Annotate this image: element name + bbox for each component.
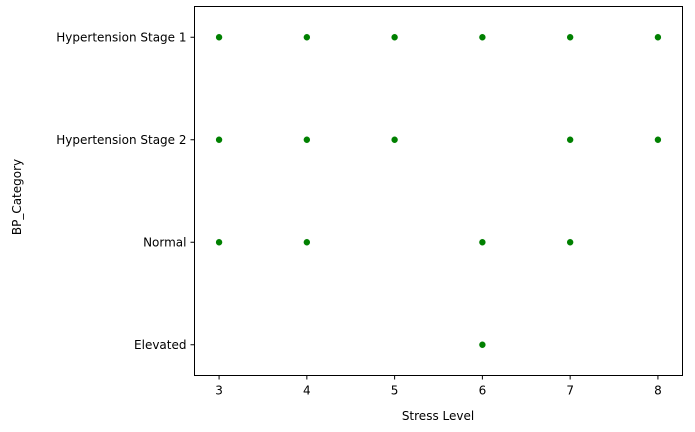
y-tick-label-hypertension-stage-2: Hypertension Stage 2 <box>56 133 186 147</box>
data-point-6-normal <box>478 238 487 247</box>
x-tick-label-5: 5 <box>391 384 399 398</box>
x-axis-label: Stress Level <box>402 409 474 423</box>
data-point-6-hypertension-stage-1 <box>478 33 487 42</box>
data-point-7-hypertension-stage-2 <box>566 135 574 144</box>
data-point-8-hypertension-stage-1 <box>654 33 662 42</box>
data-point-4-hypertension-stage-2 <box>303 135 311 144</box>
data-point-8-hypertension-stage-2 <box>654 135 662 144</box>
data-point-5-hypertension-stage-2 <box>390 135 399 144</box>
x-tick-label-8: 8 <box>654 384 662 398</box>
data-point-4-normal <box>303 238 311 247</box>
y-axis-label: BP_Category <box>10 159 24 235</box>
data-point-3-hypertension-stage-1 <box>215 33 223 42</box>
data-point-3-hypertension-stage-2 <box>215 135 223 144</box>
x-tick-label-4: 4 <box>303 384 311 398</box>
y-tick-label-normal: Normal <box>143 235 186 249</box>
x-tick-label-3: 3 <box>215 384 223 398</box>
data-point-6-elevated <box>478 340 487 349</box>
data-point-3-normal <box>215 238 223 247</box>
data-point-7-hypertension-stage-1 <box>566 33 574 42</box>
x-axis-ticks: 3 4 5 6 7 8 <box>215 375 662 398</box>
y-tick-label-elevated: Elevated <box>134 338 186 352</box>
x-tick-label-6: 6 <box>479 384 487 398</box>
y-tick-label-hypertension-stage-1: Hypertension Stage 1 <box>56 30 186 44</box>
y-axis-ticks: Elevated Normal Hypertension Stage 2 Hypert… <box>56 30 195 352</box>
data-point-4-hypertension-stage-1 <box>303 33 311 42</box>
data-point-5-hypertension-stage-1 <box>390 33 399 42</box>
data-points <box>215 33 662 349</box>
data-point-7-normal <box>566 238 574 247</box>
plot-frame <box>194 6 683 376</box>
x-tick-label-7: 7 <box>566 384 574 398</box>
